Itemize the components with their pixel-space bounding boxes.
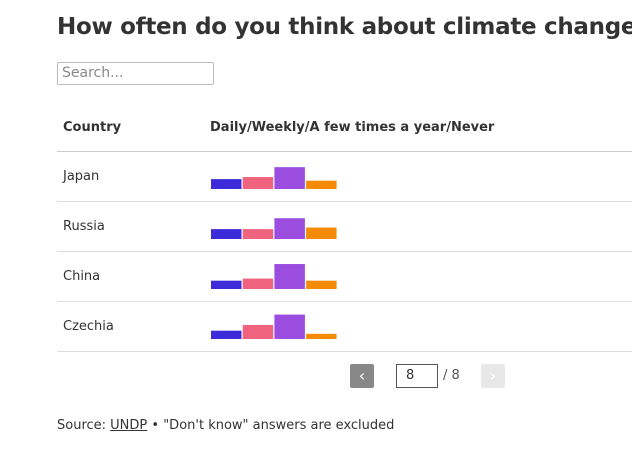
bar	[306, 333, 337, 339]
bar	[242, 177, 274, 189]
bar	[274, 264, 305, 289]
bar	[211, 330, 242, 339]
bar	[242, 229, 274, 239]
next-button[interactable]: ›	[481, 364, 505, 388]
country-cell: China	[63, 269, 101, 284]
search-box[interactable]: Search...	[57, 62, 214, 85]
title: How often do you think about climate cha…	[57, 14, 632, 40]
bar	[274, 314, 305, 339]
source-label: Source:	[57, 418, 107, 433]
mini-chart	[211, 264, 337, 289]
column-header[interactable]: Country	[63, 120, 122, 135]
source-link[interactable]: UNDP	[110, 418, 148, 433]
footer-note: • "Don't know" answers are excluded	[151, 418, 395, 433]
prev-button[interactable]: ‹	[350, 364, 374, 388]
page-total: / 8	[443, 368, 460, 383]
bar	[274, 218, 305, 239]
row-rule	[57, 351, 632, 352]
column-header[interactable]: Daily/Weekly/A few times a year/Never	[210, 120, 495, 135]
row-rule	[57, 201, 632, 202]
bar	[242, 324, 274, 339]
header-rule	[57, 151, 632, 152]
mini-chart	[211, 167, 337, 189]
bar	[242, 278, 274, 289]
country-cell: Russia	[63, 219, 105, 234]
row-rule	[57, 251, 632, 252]
row-rule	[57, 301, 632, 302]
mini-chart	[211, 218, 337, 239]
footer: Source: UNDP • "Don't know" answers are …	[57, 418, 394, 433]
bar	[274, 167, 305, 189]
bar	[306, 227, 337, 239]
bar	[211, 229, 242, 239]
page-input[interactable]: 8	[396, 364, 438, 388]
bar	[211, 280, 242, 289]
country-cell: Czechia	[63, 319, 114, 334]
mini-chart	[211, 314, 337, 339]
bar	[306, 180, 337, 189]
bar	[306, 280, 337, 289]
country-cell: Japan	[63, 169, 100, 184]
bar	[211, 179, 242, 189]
